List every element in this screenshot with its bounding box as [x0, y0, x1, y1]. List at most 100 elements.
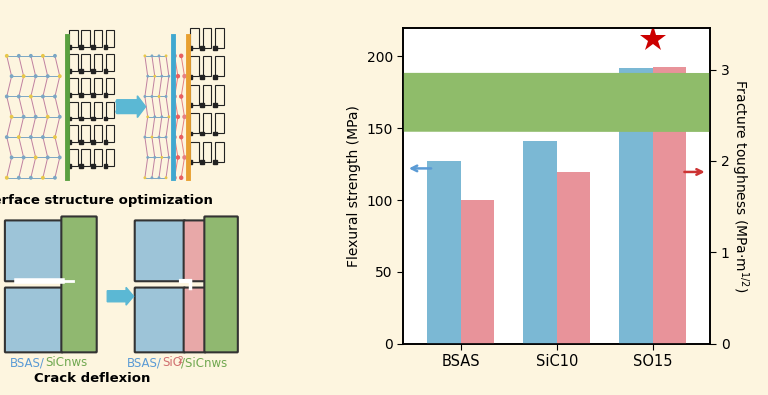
Circle shape [165, 55, 167, 56]
Circle shape [41, 55, 44, 57]
FancyArrow shape [108, 288, 134, 305]
Circle shape [18, 55, 20, 57]
Circle shape [30, 136, 32, 138]
Bar [190, 85, 199, 105]
Bar [81, 149, 90, 166]
Bar [94, 54, 102, 71]
Bar [619, 68, 653, 344]
Bar [188, 103, 191, 107]
Bar [213, 160, 217, 164]
Bar [200, 160, 204, 164]
Circle shape [47, 156, 49, 159]
Bar [81, 54, 90, 71]
Bar [69, 30, 78, 47]
Circle shape [35, 116, 37, 118]
Bar [67, 45, 71, 49]
FancyBboxPatch shape [5, 220, 63, 281]
Circle shape [5, 136, 8, 138]
Bar [104, 164, 108, 168]
Bar [215, 28, 224, 48]
Circle shape [161, 75, 163, 77]
Circle shape [47, 75, 49, 77]
Bar [213, 103, 217, 107]
Bar [94, 149, 102, 166]
Bar [67, 117, 71, 120]
Circle shape [41, 136, 44, 138]
Bar [94, 30, 102, 47]
Circle shape [144, 177, 146, 179]
Circle shape [41, 95, 44, 98]
Circle shape [18, 95, 20, 98]
Bar [67, 69, 71, 73]
Circle shape [158, 136, 160, 138]
Circle shape [180, 95, 183, 98]
Circle shape [35, 156, 37, 159]
Bar [79, 117, 83, 120]
Bar [91, 45, 95, 49]
FancyArrow shape [0, 73, 768, 131]
Bar [188, 46, 191, 50]
Circle shape [147, 75, 148, 77]
Text: SiCnws: SiCnws [45, 356, 88, 369]
Circle shape [144, 55, 146, 56]
Bar [200, 103, 204, 107]
Circle shape [168, 157, 170, 158]
FancyBboxPatch shape [184, 288, 206, 352]
Bar [91, 69, 95, 73]
Bar [213, 75, 217, 79]
FancyBboxPatch shape [134, 220, 185, 281]
Text: BSAS/: BSAS/ [10, 356, 45, 369]
Bar [427, 161, 461, 344]
Bar [104, 45, 108, 49]
Bar [213, 132, 217, 135]
Text: SiO: SiO [162, 356, 182, 369]
Bar [67, 93, 71, 97]
Bar [200, 132, 204, 135]
Bar [91, 93, 95, 97]
Circle shape [177, 75, 180, 78]
Circle shape [35, 75, 37, 77]
Circle shape [47, 116, 49, 118]
Bar [190, 28, 199, 48]
Circle shape [5, 177, 8, 179]
Bar [81, 78, 90, 94]
Bar [215, 113, 224, 133]
Circle shape [30, 177, 32, 179]
Bar [69, 102, 78, 118]
Bar [200, 46, 204, 50]
Bar [81, 102, 90, 118]
FancyBboxPatch shape [5, 288, 63, 352]
Text: /SiCnws: /SiCnws [181, 356, 227, 369]
Bar [188, 160, 191, 164]
Circle shape [180, 176, 183, 179]
Bar [79, 93, 83, 97]
Circle shape [183, 75, 186, 78]
Bar [215, 56, 224, 76]
FancyBboxPatch shape [134, 288, 185, 352]
Circle shape [158, 177, 160, 179]
Bar [215, 85, 224, 105]
Circle shape [5, 95, 8, 98]
Circle shape [144, 96, 146, 97]
Circle shape [151, 55, 153, 56]
Text: 2: 2 [177, 356, 184, 365]
Circle shape [154, 75, 155, 77]
Circle shape [180, 135, 183, 139]
Circle shape [165, 177, 167, 179]
Circle shape [168, 75, 170, 77]
Circle shape [173, 95, 176, 98]
Bar [106, 30, 114, 47]
Circle shape [41, 177, 44, 179]
Text: BSAS/: BSAS/ [127, 356, 162, 369]
Circle shape [54, 177, 56, 179]
Circle shape [11, 156, 13, 159]
Circle shape [144, 136, 146, 138]
Circle shape [161, 157, 163, 158]
Bar [69, 54, 78, 71]
Bar [653, 67, 687, 344]
Bar [188, 75, 191, 79]
Text: Interface structure optimization: Interface structure optimization [0, 194, 213, 207]
Bar [106, 78, 114, 94]
Text: Crack deflexion: Crack deflexion [34, 372, 151, 385]
Circle shape [22, 75, 25, 77]
